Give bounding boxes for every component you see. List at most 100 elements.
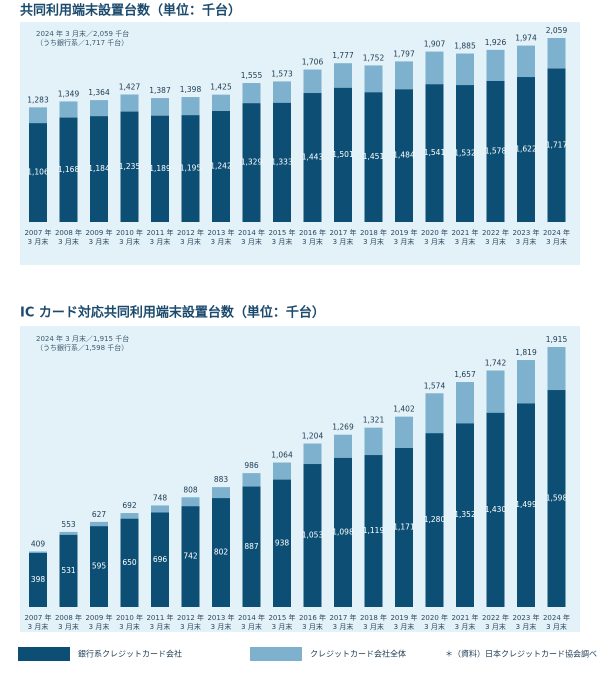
- value-label: 696: [153, 555, 168, 564]
- bar: [303, 464, 322, 607]
- x-tick-label: 3 月末: [516, 622, 537, 631]
- value-label: 627: [92, 510, 107, 519]
- x-tick-label: 2021 年: [451, 228, 478, 237]
- value-label: 1,235: [119, 162, 141, 171]
- value-label: 1,974: [515, 34, 537, 43]
- x-tick-label: 3 月末: [241, 237, 262, 246]
- value-label: 938: [275, 538, 290, 547]
- value-label: 1,574: [424, 381, 446, 390]
- bar: [59, 534, 78, 607]
- x-tick-label: 2008 年: [55, 228, 82, 237]
- value-label: 1,398: [180, 85, 202, 94]
- value-label: 1,098: [332, 527, 354, 536]
- value-label: 1,501: [332, 150, 354, 159]
- bar: [29, 552, 47, 607]
- value-label: 1,885: [454, 42, 476, 51]
- value-label: 1,333: [271, 157, 293, 166]
- value-label: 1,499: [515, 500, 537, 509]
- value-label: 883: [214, 475, 229, 484]
- value-label: 1,777: [332, 51, 354, 60]
- x-tick-label: 2020 年: [421, 228, 448, 237]
- bar: [273, 479, 291, 607]
- x-tick-label: 2021 年: [451, 613, 478, 622]
- value-label: 1,195: [180, 164, 202, 173]
- x-tick-label: 3 月末: [211, 622, 232, 631]
- value-label: 1,430: [485, 505, 507, 514]
- x-tick-label: 3 月末: [363, 237, 384, 246]
- value-label: 1,926: [485, 38, 507, 47]
- value-label: 1,706: [302, 58, 324, 67]
- value-label: 692: [122, 501, 137, 510]
- value-label: 409: [31, 539, 46, 548]
- x-tick-label: 3 月末: [28, 237, 49, 246]
- value-label: 1,717: [546, 140, 568, 149]
- x-tick-label: 2017 年: [329, 613, 356, 622]
- x-tick-label: 3 月末: [28, 622, 49, 631]
- value-label: 1,578: [485, 146, 507, 155]
- value-label: 553: [61, 520, 76, 529]
- x-tick-label: 3 月末: [516, 237, 537, 246]
- x-tick-label: 3 月末: [485, 237, 506, 246]
- value-label: 1,119: [363, 526, 385, 535]
- bar: [456, 85, 474, 223]
- bar: [273, 102, 291, 222]
- bar: [486, 80, 505, 222]
- bar: [120, 111, 139, 222]
- x-tick-label: 3 月末: [455, 237, 476, 246]
- value-label: 1,819: [515, 348, 537, 357]
- x-tick-label: 3 月末: [333, 237, 354, 246]
- x-tick-label: 2014 年: [238, 613, 265, 622]
- value-label: 1,171: [393, 523, 415, 532]
- x-tick-label: 2011 年: [146, 228, 173, 237]
- x-tick-label: 3 月末: [394, 622, 415, 631]
- bar: [364, 455, 383, 607]
- x-tick-label: 2015 年: [268, 228, 295, 237]
- x-tick-label: 2022 年: [482, 228, 509, 237]
- x-tick-label: 2015 年: [268, 613, 295, 622]
- x-tick-label: 2016 年: [299, 613, 326, 622]
- bar: [90, 526, 108, 607]
- x-tick-label: 3 月末: [58, 622, 79, 631]
- annotation: 2024 年 3 月末／1,915 千台: [36, 334, 129, 343]
- x-tick-label: 3 月末: [180, 622, 201, 631]
- value-label: 1,329: [241, 158, 263, 167]
- x-tick-label: 2018 年: [360, 613, 387, 622]
- bar: [29, 123, 47, 222]
- x-tick-label: 2019 年: [390, 613, 417, 622]
- value-label: 1,189: [149, 164, 171, 173]
- x-tick-label: 2007 年: [24, 228, 51, 237]
- value-label: 1,269: [332, 423, 354, 432]
- bar: [425, 84, 444, 222]
- x-tick-label: 2023 年: [512, 228, 539, 237]
- value-label: 1,484: [393, 151, 415, 160]
- legend-label: 銀行系クレジットカード会社: [78, 649, 182, 659]
- x-tick-label: 3 月末: [302, 237, 323, 246]
- bar: [425, 433, 444, 607]
- x-tick-label: 2023 年: [512, 613, 539, 622]
- legend-swatch: [250, 647, 302, 661]
- value-label: 1,184: [88, 164, 110, 173]
- source-note: ＊（資料）日本クレジットカード協会調べ: [445, 649, 597, 659]
- bar: [212, 498, 230, 607]
- value-label: 748: [153, 493, 168, 502]
- x-tick-label: 3 月末: [119, 622, 140, 631]
- value-label: 1,657: [454, 370, 476, 379]
- bar: [212, 111, 230, 222]
- x-tick-label: 3 月末: [150, 237, 171, 246]
- bar: [151, 512, 169, 607]
- value-label: 2,059: [546, 26, 568, 35]
- x-tick-label: 3 月末: [272, 237, 293, 246]
- bar: [120, 518, 139, 607]
- x-tick-label: 2017 年: [329, 228, 356, 237]
- x-tick-label: 3 月末: [302, 622, 323, 631]
- value-label: 1,622: [515, 145, 537, 154]
- bar: [242, 486, 261, 607]
- bar: [486, 412, 505, 607]
- x-tick-label: 2011 年: [146, 613, 173, 622]
- value-label: 1,283: [27, 95, 49, 104]
- bar: [181, 115, 200, 222]
- bar: [395, 89, 413, 222]
- value-label: 1,907: [424, 40, 446, 49]
- value-label: 1,541: [424, 148, 446, 157]
